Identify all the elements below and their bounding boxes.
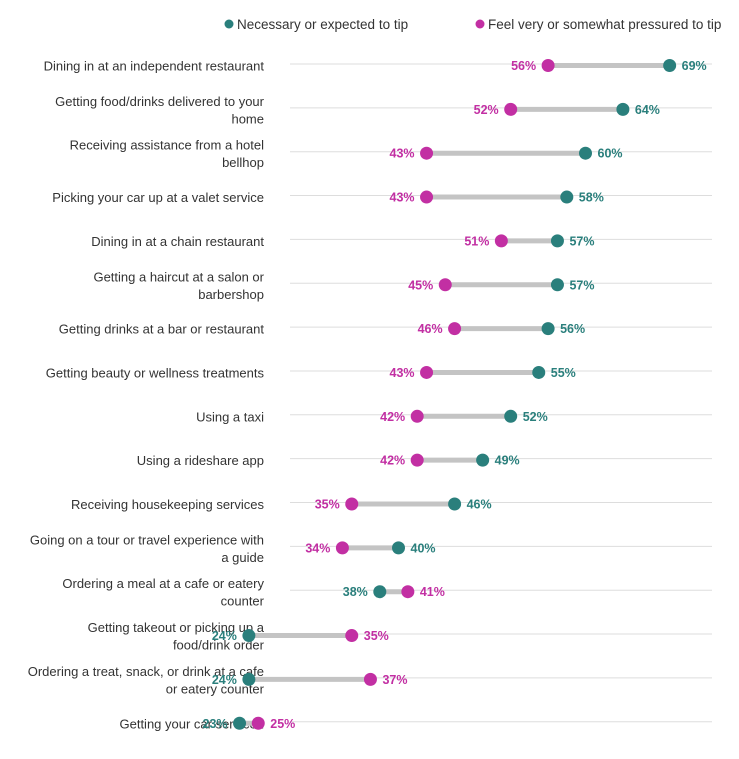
value-label-pressured: 42%	[380, 454, 405, 468]
dot-expected	[616, 102, 630, 116]
dot-pressured	[504, 102, 518, 116]
dot-pressured	[438, 278, 452, 292]
value-label-pressured: 37%	[382, 673, 407, 687]
dot-pressured	[401, 585, 415, 599]
value-label-pressured: 43%	[390, 147, 415, 161]
category-label: Using a taxi	[196, 409, 264, 424]
category-labels: Dining in at an independent restaurant Ge…	[28, 59, 265, 732]
value-label-expected: 60%	[598, 147, 623, 161]
dot-expected	[242, 629, 256, 643]
dot-expected	[560, 190, 574, 204]
legend-marker-expected	[224, 19, 234, 29]
dot-pressured	[345, 629, 359, 643]
chart-legend: Necessary or expected to tip Feel very o…	[224, 17, 721, 32]
value-label-expected: 24%	[212, 629, 237, 643]
dot-pressured	[448, 322, 462, 336]
dot-pressured	[335, 541, 349, 555]
dot-pressured	[494, 234, 508, 248]
value-label-expected: 23%	[203, 717, 228, 731]
value-label-pressured: 43%	[390, 366, 415, 380]
dot-pressured	[251, 716, 265, 730]
dot-expected	[579, 146, 592, 160]
dot-expected	[550, 278, 564, 292]
value-label-expected: 52%	[523, 410, 548, 424]
legend-label-pressured: Feel very or somewhat pressured to tip	[488, 17, 721, 32]
category-label: Dining in at an independent restaurant	[44, 59, 265, 74]
dot-expected	[663, 59, 677, 72]
value-label-pressured: 51%	[464, 234, 489, 248]
value-label-pressured: 46%	[418, 322, 443, 336]
dot-pressured	[363, 672, 377, 686]
category-label: Picking your car up at a valet service	[52, 190, 264, 205]
value-label-expected: 58%	[579, 191, 604, 205]
data-marks: 69% 56% 64% 52% 60% 43% 58% 43% 57% 51% 57% 45% 56% 4…	[203, 59, 707, 731]
value-label-pressured: 35%	[364, 629, 389, 643]
value-label-expected: 57%	[569, 234, 594, 248]
dot-expected	[242, 672, 256, 686]
category-label: Getting food/drinks delivered to your hom…	[55, 94, 265, 127]
category-label: Getting takeout or picking up a food/drin…	[88, 620, 265, 653]
value-label-expected: 69%	[682, 59, 707, 73]
value-label-pressured: 43%	[390, 191, 415, 205]
legend-label-expected: Necessary or expected to tip	[237, 17, 408, 32]
category-label: Getting beauty or wellness treatments	[46, 365, 265, 380]
dot-expected	[541, 322, 555, 336]
value-label-expected: 55%	[551, 366, 576, 380]
category-label: Receiving assistance from a hotel bellhop	[70, 138, 264, 171]
value-label-expected: 56%	[560, 322, 585, 336]
gridlines	[290, 63, 712, 723]
value-label-pressured: 34%	[305, 541, 330, 555]
value-label-expected: 40%	[411, 541, 436, 555]
category-label: Receiving housekeeping services	[71, 497, 264, 512]
value-label-expected: 46%	[467, 498, 492, 512]
dot-pressured	[420, 365, 434, 379]
dot-pressured	[420, 146, 434, 160]
dot-pressured	[410, 453, 424, 467]
dot-pressured	[345, 497, 359, 511]
value-label-pressured: 41%	[420, 585, 445, 599]
category-label: Ordering a meal at a cafe or eatery count…	[62, 576, 264, 609]
category-label: Getting your car serviced	[119, 716, 264, 731]
category-label: Dining in at a chain restaurant	[91, 234, 264, 249]
value-label-expected: 64%	[635, 103, 660, 117]
dot-expected	[392, 541, 405, 555]
dot-expected	[476, 453, 490, 467]
dot-pressured	[541, 59, 555, 72]
value-label-pressured: 35%	[315, 498, 340, 512]
dot-expected	[504, 409, 518, 423]
value-label-pressured: 52%	[474, 103, 499, 117]
dot-pressured	[420, 190, 434, 204]
value-label-pressured: 42%	[380, 410, 405, 424]
dot-expected	[233, 716, 247, 730]
value-label-pressured: 45%	[408, 278, 433, 292]
category-label: Getting drinks at a bar or restaurant	[59, 322, 265, 337]
category-label: Ordering a treat, snack, or drink at a c…	[28, 664, 265, 697]
category-label: Going on a tour or travel experience wit…	[30, 532, 264, 565]
value-label-expected: 38%	[343, 585, 368, 599]
value-label-pressured: 56%	[511, 59, 536, 73]
value-label-expected: 57%	[569, 278, 594, 292]
value-label-expected: 24%	[212, 673, 237, 687]
dot-expected	[373, 585, 387, 599]
dot-pressured	[410, 409, 424, 423]
value-label-expected: 49%	[495, 454, 520, 468]
value-label-pressured: 25%	[270, 717, 295, 731]
dot-expected	[532, 365, 546, 379]
legend-marker-pressured	[475, 19, 485, 29]
dot-expected	[550, 234, 564, 248]
category-label: Using a rideshare app	[137, 453, 264, 468]
category-label: Getting a haircut at a salon or barbersho…	[93, 269, 264, 302]
dot-expected	[448, 497, 462, 511]
